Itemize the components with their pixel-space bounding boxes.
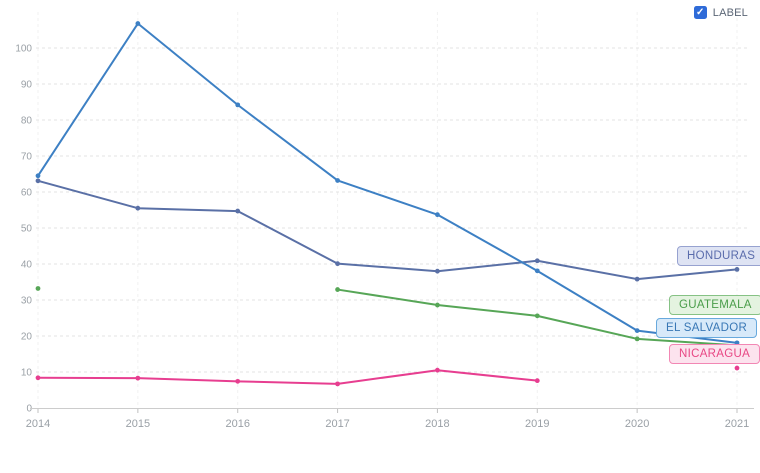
data-point-nicaragua[interactable] [235,378,241,384]
label-toggle[interactable]: ✓ LABEL [693,6,748,19]
data-point-guatemala[interactable] [35,286,41,291]
y-axis-tick-label: 60 [21,188,33,199]
label-checkbox[interactable]: ✓ [693,6,707,19]
y-axis-tick-label: 100 [15,44,32,55]
data-point-el-salvador[interactable] [534,268,540,274]
checkmark-icon: ✓ [696,7,705,18]
data-point-nicaragua[interactable] [335,381,340,387]
series-label-nicaragua[interactable]: NICARAGUA [669,344,760,364]
x-axis-year-label: 2015 [126,418,150,430]
y-axis-tick-label: 20 [21,332,33,343]
series-label-honduras[interactable]: HONDURAS [677,246,760,266]
x-axis-year-label: 2019 [525,418,549,430]
series-line-honduras [37,179,738,281]
data-point-honduras[interactable] [135,205,141,211]
x-axis-year-label: 2016 [225,418,249,430]
data-point-honduras[interactable] [435,268,440,274]
data-point-nicaragua[interactable] [435,367,440,373]
data-point-el-salvador[interactable] [634,328,640,333]
series-label-el-salvador[interactable]: EL SALVADOR [656,318,758,338]
data-point-honduras[interactable] [35,178,41,184]
data-point-el-salvador[interactable] [35,173,41,179]
data-point-guatemala[interactable] [534,313,540,319]
series-label-guatemala[interactable]: GUATEMALA [669,295,760,315]
series-line-nicaragua [37,369,539,385]
data-point-el-salvador[interactable] [435,212,440,218]
data-point-el-salvador[interactable] [235,102,241,108]
data-point-honduras[interactable] [734,267,740,272]
data-point-nicaragua[interactable] [35,375,41,381]
y-axis-tick-label: 0 [26,404,32,415]
y-axis-tick-label: 40 [21,260,33,271]
data-point-honduras[interactable] [235,208,241,214]
data-point-guatemala[interactable] [435,302,440,308]
x-axis-year-label: 2014 [26,418,50,430]
data-point-honduras[interactable] [335,261,340,267]
x-axis-year-label: 2021 [725,418,749,430]
data-point-honduras[interactable] [534,258,540,264]
data-point-guatemala[interactable] [634,336,640,342]
data-point-nicaragua[interactable] [734,365,740,371]
y-axis-tick-label: 50 [21,224,33,235]
y-axis-tick-label: 80 [21,116,33,127]
data-point-el-salvador[interactable] [135,21,141,26]
y-axis-tick-label: 70 [21,152,33,163]
data-point-guatemala[interactable] [335,287,340,292]
x-axis-year-label: 2017 [325,418,349,430]
data-point-nicaragua[interactable] [135,375,141,381]
x-axis-year-label: 2018 [425,418,449,430]
y-axis-tick-label: 90 [21,80,33,91]
data-point-el-salvador[interactable] [335,178,340,183]
x-axis-year-label: 2020 [625,418,649,430]
y-axis-tick-label: 30 [21,296,33,307]
data-point-honduras[interactable] [634,276,640,282]
label-toggle-text: LABEL [712,6,748,19]
series-line-el-salvador [37,22,738,344]
y-axis-tick-label: 10 [21,368,33,379]
data-point-nicaragua[interactable] [534,378,540,384]
